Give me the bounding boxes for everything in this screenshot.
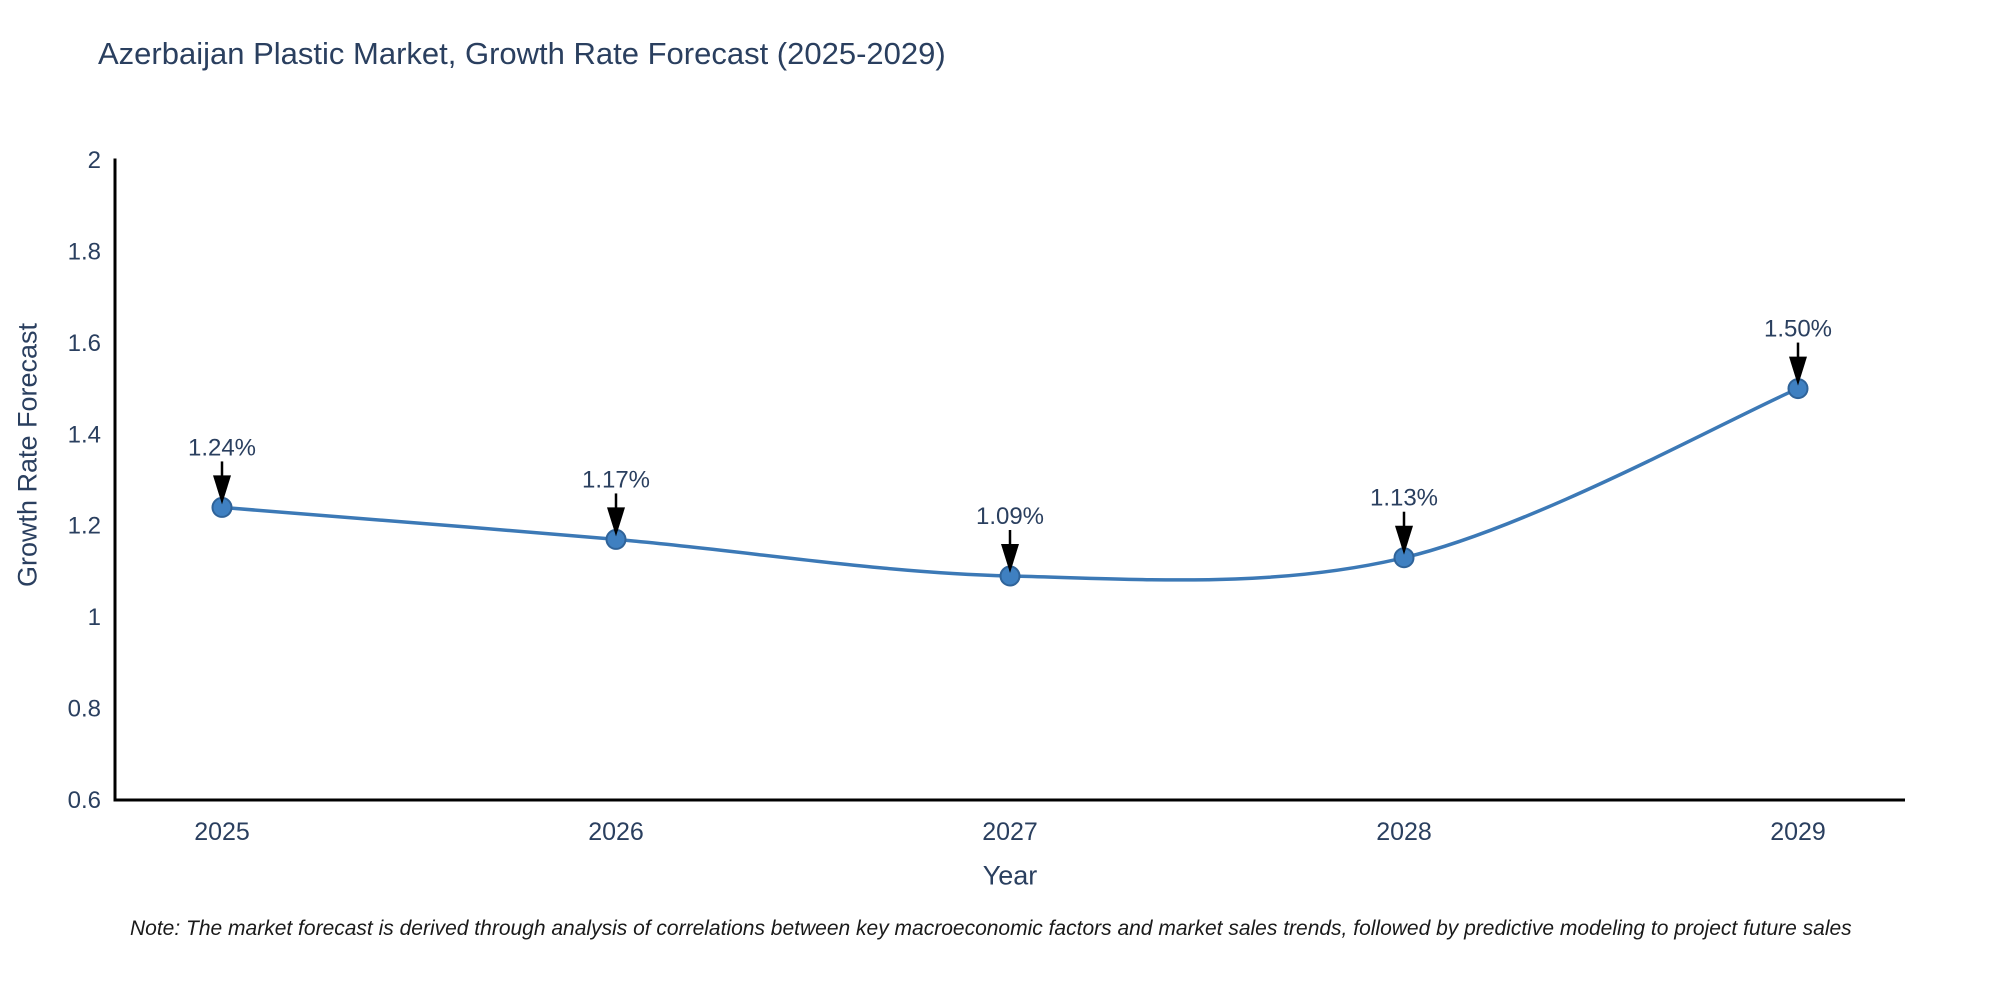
y-tick-label: 1.8: [68, 238, 101, 265]
point-annotation: 1.09%: [976, 503, 1044, 530]
y-tick-label: 1.2: [68, 513, 101, 540]
y-tick-label: 1: [88, 604, 101, 631]
y-tick-label: 2: [88, 147, 101, 174]
annotation-arrow-head: [1789, 356, 1807, 386]
chart-title: Azerbaijan Plastic Market, Growth Rate F…: [98, 36, 946, 71]
y-tick-label: 0.8: [68, 696, 101, 723]
x-tick-label: 2026: [588, 818, 644, 846]
annotation-arrow-head: [607, 507, 625, 537]
axis-lines: [113, 158, 1905, 802]
x-tick-label: 2025: [194, 818, 250, 846]
annotation-arrow-head: [1395, 525, 1413, 555]
y-tick-label: 1.6: [68, 330, 101, 357]
footnote: Note: The market forecast is derived thr…: [130, 917, 1852, 940]
y-tick-label: 0.6: [68, 787, 101, 814]
point-annotation: 1.50%: [1764, 316, 1832, 343]
y-tick-label: 1.4: [68, 421, 101, 448]
x-tick-label: 2029: [1770, 818, 1826, 846]
annotation-arrow-head: [213, 475, 231, 505]
x-tick-label: 2028: [1376, 818, 1432, 846]
annotation-arrow-head: [1001, 544, 1019, 573]
point-annotation: 1.17%: [582, 466, 650, 493]
point-annotation: 1.24%: [188, 434, 256, 461]
point-annotation: 1.13%: [1370, 485, 1438, 512]
x-axis-title: Year: [982, 860, 1038, 891]
x-tick-label: 2027: [982, 818, 1038, 846]
